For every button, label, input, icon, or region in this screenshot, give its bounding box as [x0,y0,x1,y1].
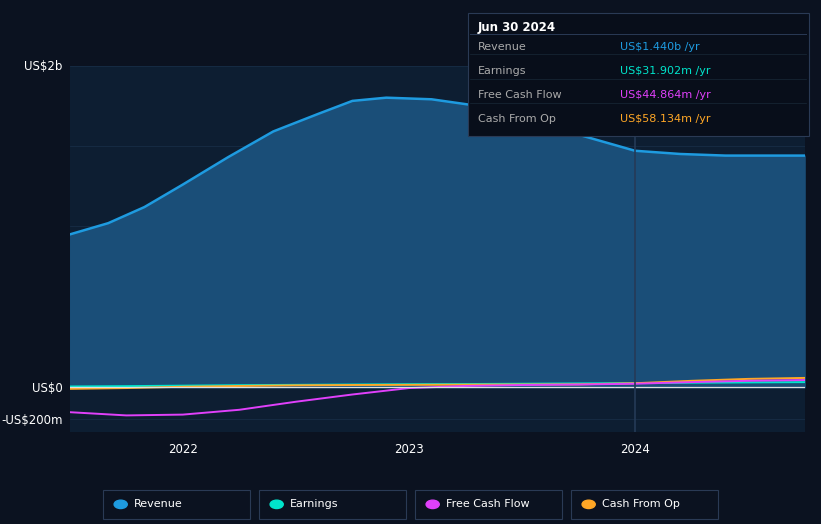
Text: Cash From Op: Cash From Op [478,114,556,124]
Text: Free Cash Flow: Free Cash Flow [478,90,562,100]
Text: Cash From Op: Cash From Op [602,499,680,509]
Text: Earnings: Earnings [478,66,526,76]
Text: Jun 30 2024: Jun 30 2024 [478,21,556,35]
Text: US$31.902m /yr: US$31.902m /yr [620,66,710,76]
Text: US$44.864m /yr: US$44.864m /yr [620,90,711,100]
Text: US$1.440b /yr: US$1.440b /yr [620,42,699,52]
Text: Revenue: Revenue [478,42,526,52]
Text: Earnings: Earnings [290,499,338,509]
Text: Free Cash Flow: Free Cash Flow [446,499,530,509]
Text: Past: Past [777,75,802,88]
Text: US$58.134m /yr: US$58.134m /yr [620,114,710,124]
Text: Revenue: Revenue [134,499,182,509]
